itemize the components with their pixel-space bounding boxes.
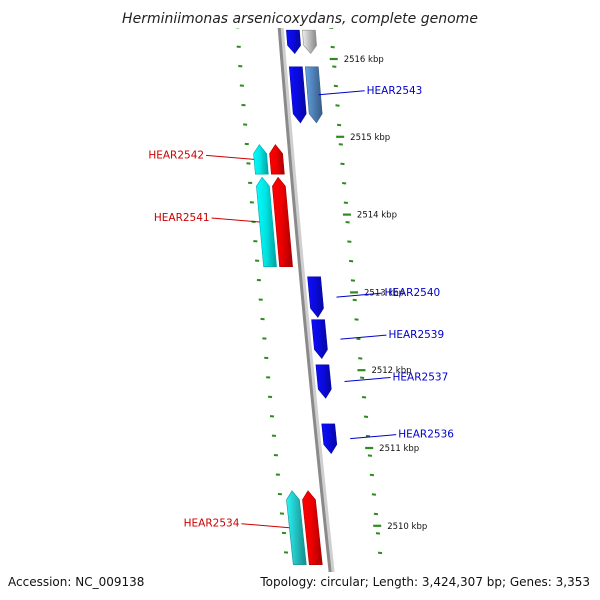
tick-mark xyxy=(333,84,339,88)
leader-line xyxy=(344,376,391,382)
gene-label[interactable]: HEAR2540 xyxy=(384,287,440,299)
gene-label[interactable]: HEAR2542 xyxy=(148,149,204,161)
outer-tick-ring xyxy=(327,7,383,555)
gene-feature[interactable] xyxy=(253,144,269,175)
gene-feature[interactable] xyxy=(302,29,317,55)
tick-mark xyxy=(347,240,352,243)
gene-label[interactable]: HEAR2543 xyxy=(367,85,423,97)
tick-mark xyxy=(358,357,363,360)
tick-mark xyxy=(343,201,348,204)
gene-feature[interactable] xyxy=(321,423,338,454)
tick-mark xyxy=(356,337,361,341)
page-title: Herminiimonas arsenicoxydans, complete g… xyxy=(122,11,478,27)
tick-mark xyxy=(354,318,359,321)
tick-mark xyxy=(348,259,354,263)
gene-features xyxy=(253,29,338,566)
tick-mark xyxy=(350,279,356,282)
scale-label: 2512 kbp xyxy=(371,366,411,376)
header-band xyxy=(0,0,600,28)
scale-label: 2510 kbp xyxy=(387,522,427,532)
gene-feature[interactable] xyxy=(304,66,323,124)
gene-label[interactable]: HEAR2541 xyxy=(154,212,210,224)
gene-feature[interactable] xyxy=(311,319,328,360)
tick-mark xyxy=(330,45,335,49)
gene-label[interactable]: HEAR2539 xyxy=(388,329,444,341)
scale-label: 2515 kbp xyxy=(350,133,390,143)
footer-band xyxy=(0,572,600,600)
tick-mark xyxy=(337,123,342,127)
gene-feature[interactable] xyxy=(307,276,324,318)
tick-mark xyxy=(338,143,343,146)
tick-mark xyxy=(361,396,367,399)
genome-summary-text: Topology: circular; Length: 3,424,307 bp… xyxy=(259,575,590,589)
leader-line xyxy=(350,434,397,440)
gene-feature[interactable] xyxy=(272,176,293,268)
tick-mark xyxy=(375,532,381,535)
gene-feature[interactable] xyxy=(286,29,301,55)
leader-line xyxy=(211,217,260,223)
tick-mark xyxy=(363,415,369,418)
tick-mark xyxy=(340,162,345,166)
gene-label[interactable]: HEAR2537 xyxy=(393,371,449,383)
tick-mark xyxy=(332,65,337,68)
scale-labels: 2516 kbp 2515 kbp 2514 kbp 2513 kbp 2512 kbp… xyxy=(344,55,428,532)
scale-label: 2516 kbp xyxy=(344,55,384,65)
tick-mark xyxy=(373,512,379,516)
tick-mark xyxy=(342,182,347,185)
gene-feature[interactable] xyxy=(256,176,277,268)
gene-feature[interactable] xyxy=(269,144,285,175)
leader-line xyxy=(206,154,255,160)
scale-label: 2511 kbp xyxy=(379,444,419,454)
backbone-shadow xyxy=(276,0,338,600)
tick-mark xyxy=(371,493,377,496)
tick-mark xyxy=(365,434,371,438)
gene-feature[interactable] xyxy=(286,490,307,566)
scale-label: 2513 kbp xyxy=(364,288,404,298)
tick-mark xyxy=(335,104,340,107)
accession-text: Accession: NC_009138 xyxy=(8,575,144,589)
gene-feature[interactable] xyxy=(315,364,332,399)
leader-line xyxy=(340,334,387,340)
gene-feature[interactable] xyxy=(288,66,307,124)
tick-mark xyxy=(377,551,383,555)
inner-tick-ring xyxy=(233,6,289,554)
tick-mark xyxy=(345,220,350,224)
tick-mark xyxy=(352,298,357,302)
tick-mark xyxy=(367,454,373,457)
gene-label[interactable]: HEAR2536 xyxy=(398,429,454,441)
tick-mark xyxy=(360,376,365,380)
gene-feature[interactable] xyxy=(302,490,323,566)
tick-mark xyxy=(369,473,375,477)
gene-labels: HEAR2543 HEAR2542 HEAR2541 HEAR2540 HEAR2539… xyxy=(148,85,454,530)
leader-line xyxy=(241,523,290,529)
gene-label[interactable]: HEAR2534 xyxy=(184,518,240,530)
leader-line xyxy=(318,90,365,96)
leader-line xyxy=(336,292,383,298)
genome-backbone xyxy=(275,0,335,600)
scale-label: 2514 kbp xyxy=(357,211,397,221)
